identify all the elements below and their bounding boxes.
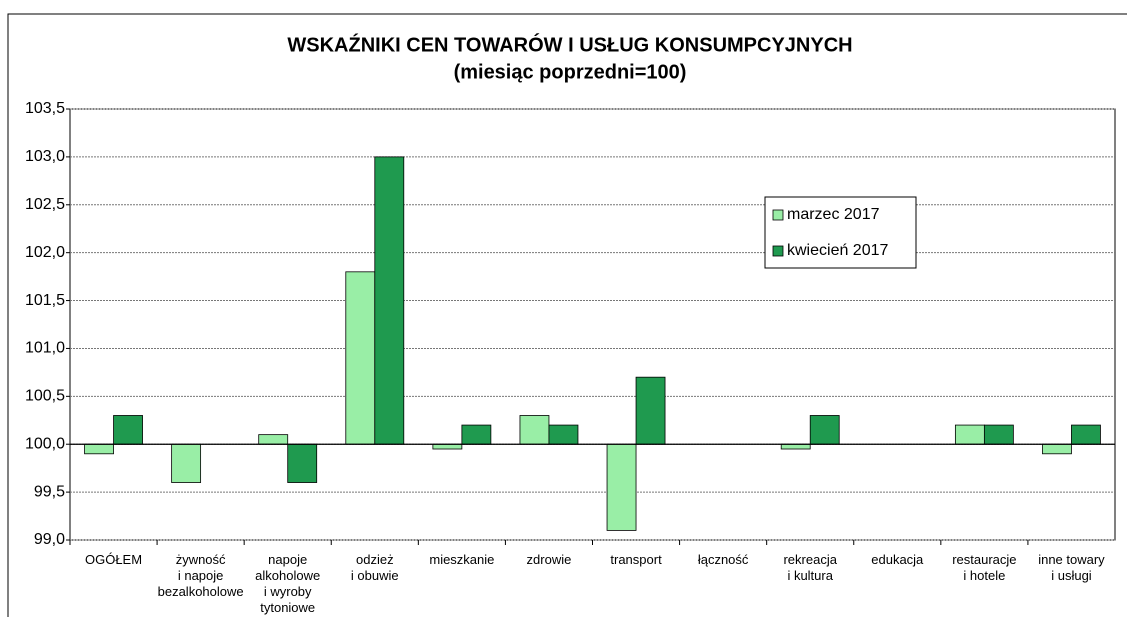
bar	[171, 443, 202, 483]
legend-swatch	[772, 245, 784, 257]
chart-title: WSKAŹNIKI CEN TOWARÓW I USŁUG KONSUMPCYJ…	[287, 32, 852, 56]
y-tick-label: 103,0	[25, 148, 65, 165]
x-tick-label: łączność	[697, 552, 749, 567]
y-tick-label: 99,5	[34, 483, 65, 500]
bar	[780, 443, 811, 450]
bar	[345, 271, 376, 445]
y-tick-label: 101,5	[25, 292, 65, 309]
x-tick-label: restauracje i hotele	[952, 552, 1017, 583]
legend-box	[764, 196, 917, 269]
y-tick-label: 102,0	[25, 244, 65, 261]
x-tick-label: edukacja	[871, 552, 924, 567]
legend-label: kwiecień 2017	[787, 242, 889, 259]
bar	[374, 156, 405, 445]
x-tick-label: zdrowie	[526, 552, 572, 567]
x-tick-label: żywność i napoje bezalkoholowe	[157, 552, 244, 599]
bar	[113, 415, 143, 445]
chart-subtitle: (miesiąc poprzedni=100)	[454, 61, 687, 83]
x-tick-label: rekreacja i kultura	[783, 552, 837, 583]
frame	[7, 13, 1127, 617]
y-tick-label: 99,0	[34, 531, 65, 548]
bar	[258, 434, 289, 445]
bar	[635, 376, 666, 445]
y-tick-label: 101,0	[25, 340, 65, 357]
x-tick-label: mieszkanie	[429, 552, 495, 567]
legend-swatch	[772, 209, 784, 221]
x-tick-label: OGÓŁEM	[84, 552, 143, 567]
bar	[954, 424, 985, 445]
bar	[606, 443, 637, 531]
bar	[983, 424, 1014, 445]
y-tick-label: 103,5	[25, 100, 65, 117]
bar	[548, 424, 579, 445]
x-tick-label: napoje alkoholowe i wyroby tytoniowe	[255, 552, 321, 615]
y-tick-label: 100,5	[25, 388, 65, 405]
bar	[84, 443, 114, 455]
bar	[432, 443, 463, 450]
legend-label: marzec 2017	[787, 206, 880, 223]
x-tick-label: odzież i obuwie	[350, 552, 399, 583]
y-tick-label: 100,0	[25, 435, 65, 452]
bar	[461, 424, 492, 445]
bar	[519, 415, 550, 445]
x-tick-label: inne towary i usługi	[1038, 552, 1105, 583]
bar	[287, 443, 318, 483]
bar	[1071, 424, 1101, 445]
bar	[809, 415, 840, 445]
plot-area	[69, 108, 1116, 541]
bar	[1042, 443, 1072, 455]
x-tick-label: transport	[610, 552, 662, 567]
y-tick-label: 102,5	[25, 196, 65, 213]
